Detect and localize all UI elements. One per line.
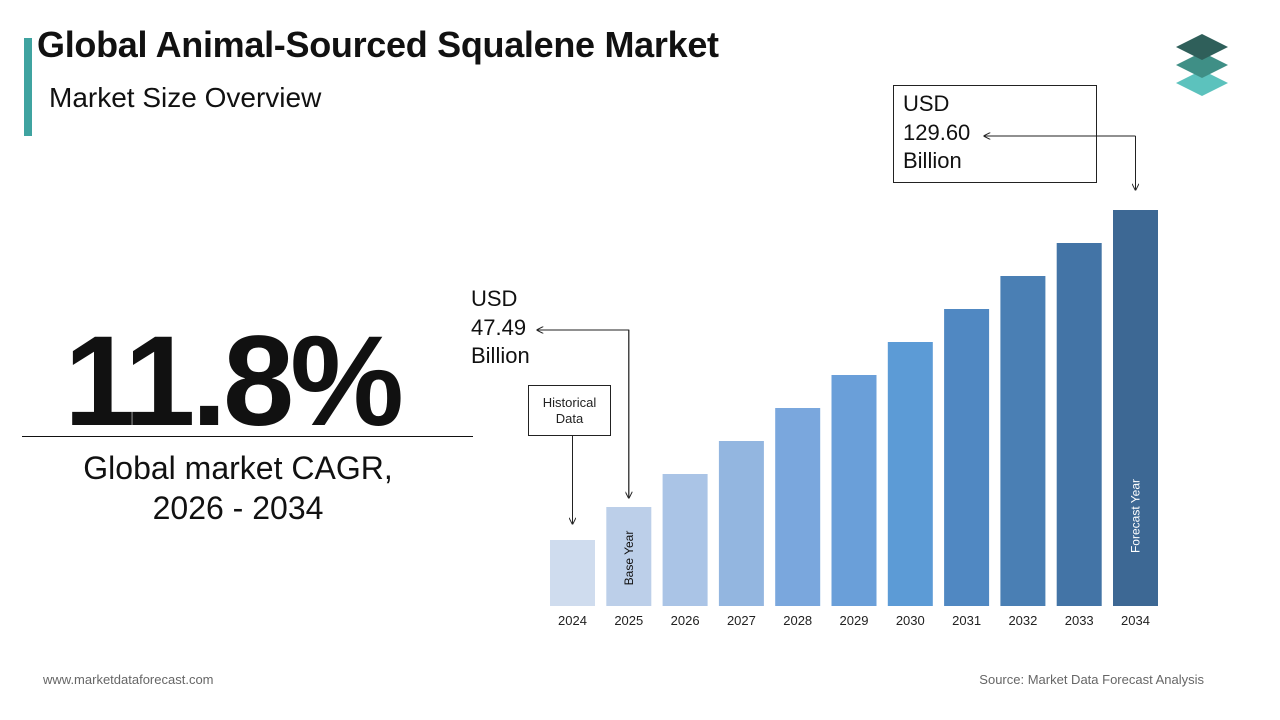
end-value-amount: 129.60 [903, 119, 971, 145]
base-value-callout: USD 47.49 Billion [471, 285, 530, 371]
bar-2027 [718, 441, 764, 606]
bar-2026 [662, 474, 708, 606]
cagr-divider [22, 436, 473, 437]
page-title: Global Animal-Sourced Squalene Market [37, 24, 719, 65]
website-url: www.marketdataforecast.com [43, 672, 214, 687]
historical-label-line2: Data [555, 410, 584, 426]
cagr-value: 11.8% [64, 310, 404, 453]
historical-data-box: Historical Data [528, 385, 611, 436]
x-tick-label-2024: 2024 [558, 613, 587, 628]
x-tick-label-2025: 2025 [614, 613, 643, 628]
bar-2031 [944, 309, 990, 606]
x-tick-label-2030: 2030 [896, 613, 925, 628]
end-value-callout: USD 129.60 Billion [903, 90, 970, 176]
x-tick-label-2029: 2029 [840, 613, 869, 628]
bar-annotation-2034: Forecast Year [1129, 479, 1143, 553]
x-tick-label-2031: 2031 [952, 613, 981, 628]
bar-2025 [606, 507, 652, 606]
end-value-callout-box [893, 85, 1097, 183]
bar-2032 [1000, 276, 1046, 606]
x-tick-label-2027: 2027 [727, 613, 756, 628]
title-accent-bar [24, 38, 32, 136]
bar-2034 [1113, 210, 1158, 606]
source-note: Source: Market Data Forecast Analysis [979, 672, 1204, 687]
x-tick-label-2032: 2032 [1008, 613, 1037, 628]
cagr-label-line2: 2026 - 2034 [152, 490, 324, 526]
cagr-label: Global market CAGR, 2026 - 2034 [24, 448, 452, 528]
bar-2029 [831, 375, 877, 606]
bar-2030 [887, 342, 933, 606]
base-value-amount: 47.49 [471, 314, 527, 340]
stacked-layers-logo-icon [1176, 34, 1228, 96]
x-tick-label-2028: 2028 [783, 613, 812, 628]
x-tick-label-2034: 2034 [1121, 613, 1150, 628]
bar-annotation-2025: Base Year [622, 531, 636, 586]
bar-2028 [775, 408, 821, 606]
base-value-unit: Billion [471, 343, 530, 368]
page-subtitle: Market Size Overview [49, 82, 322, 113]
cagr-label-line1: Global market CAGR, [83, 450, 393, 486]
historical-label-line1: Historical [542, 394, 597, 410]
x-tick-label-2026: 2026 [671, 613, 700, 628]
x-tick-label-2033: 2033 [1065, 613, 1094, 628]
base-value-currency: USD [471, 286, 518, 311]
bar-2024 [550, 540, 595, 606]
end-value-currency: USD [903, 91, 950, 116]
bar-2033 [1056, 243, 1102, 606]
end-value-unit: Billion [903, 148, 962, 173]
